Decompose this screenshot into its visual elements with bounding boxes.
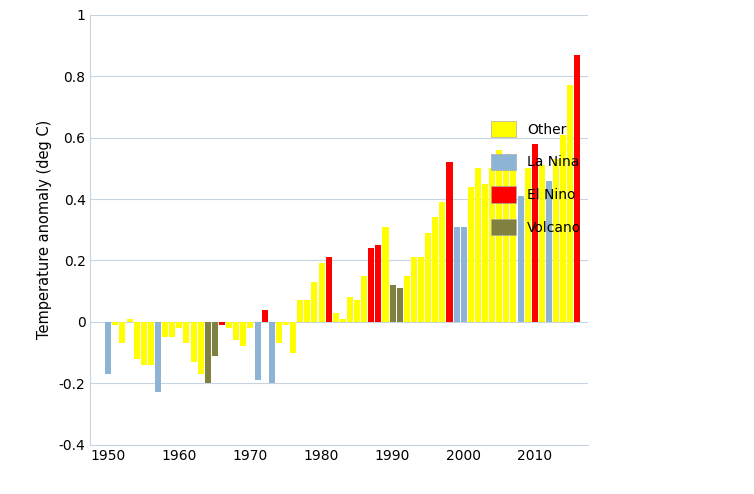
Bar [446, 162, 452, 322]
Bar [482, 184, 488, 322]
Bar [141, 322, 147, 365]
Legend: Other, La Nina, El Nino, Volcano: Other, La Nina, El Nino, Volcano [491, 121, 581, 235]
Bar [191, 322, 197, 362]
Bar [318, 263, 324, 322]
Bar [276, 322, 282, 343]
Bar [525, 168, 531, 322]
Bar [148, 322, 154, 365]
Bar [454, 227, 460, 322]
Bar [546, 181, 552, 322]
Bar [354, 300, 360, 322]
Bar [539, 165, 545, 322]
Bar [425, 233, 431, 322]
Bar [219, 322, 225, 325]
Bar [560, 134, 566, 322]
Bar [432, 217, 438, 322]
Bar [440, 202, 446, 322]
Bar [390, 285, 396, 322]
Bar [575, 55, 581, 322]
Bar [504, 165, 510, 322]
Bar [375, 245, 382, 322]
Bar [262, 310, 268, 322]
Bar [233, 322, 239, 340]
Bar [532, 144, 538, 322]
Bar [411, 257, 417, 322]
Bar [340, 319, 346, 322]
Bar [461, 227, 467, 322]
Bar [226, 322, 232, 328]
Bar [247, 322, 253, 328]
Bar [333, 313, 339, 322]
Bar [127, 319, 133, 322]
Bar [106, 322, 112, 374]
Bar [467, 187, 474, 322]
Bar [418, 257, 424, 322]
Bar [283, 322, 289, 325]
Bar [133, 322, 139, 359]
Bar [255, 322, 261, 380]
Bar [368, 248, 374, 322]
Bar [382, 227, 388, 322]
Bar [198, 322, 204, 374]
Bar [205, 322, 211, 383]
Bar [311, 282, 317, 322]
Bar [241, 322, 247, 346]
Y-axis label: Temperature anomaly (deg C): Temperature anomaly (deg C) [37, 120, 52, 339]
Bar [183, 322, 189, 343]
Bar [305, 300, 311, 322]
Bar [475, 168, 481, 322]
Bar [517, 196, 523, 322]
Bar [567, 85, 573, 322]
Bar [326, 257, 332, 322]
Bar [119, 322, 125, 343]
Bar [212, 322, 218, 356]
Bar [297, 300, 303, 322]
Bar [489, 168, 495, 322]
Bar [155, 322, 161, 392]
Bar [553, 159, 559, 322]
Bar [169, 322, 175, 337]
Bar [162, 322, 168, 337]
Bar [397, 288, 403, 322]
Bar [510, 168, 516, 322]
Bar [347, 297, 353, 322]
Bar [496, 150, 502, 322]
Bar [361, 276, 367, 322]
Bar [112, 322, 118, 325]
Bar [268, 322, 274, 383]
Bar [290, 322, 296, 353]
Bar [404, 276, 410, 322]
Bar [176, 322, 182, 328]
